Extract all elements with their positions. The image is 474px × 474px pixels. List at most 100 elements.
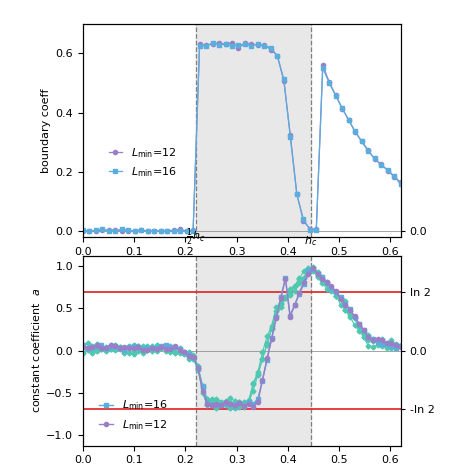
$L_{\mathrm{min}}$=12 (307, 226, 313, 232)
$L_{\mathrm{min}}$=12 (260, 377, 265, 383)
$L_{\mathrm{min}}$=12 (301, 218, 306, 224)
$L_{\mathrm{min}}$=12 (229, 40, 235, 46)
$L_{\mathrm{min}}$=12 (80, 228, 86, 234)
$L_{\mathrm{min}}$=16 (268, 45, 274, 51)
$L_{\mathrm{min}}$=12 (346, 117, 352, 122)
$L_{\mathrm{min}}$=16 (177, 346, 182, 352)
Line: $L_{\mathrm{min}}$=12: $L_{\mathrm{min}}$=12 (81, 40, 402, 233)
Y-axis label: boundary coeff: boundary coeff (41, 88, 51, 173)
$L_{\mathrm{min}}$=16 (177, 228, 183, 234)
$L_{\mathrm{min}}$=16 (119, 227, 125, 232)
$L_{\mathrm{min}}$=16 (320, 65, 326, 71)
$L_{\mathrm{min}}$=12 (164, 228, 170, 234)
$L_{\mathrm{min}}$=16 (249, 43, 255, 49)
$L_{\mathrm{min}}$=16 (80, 228, 86, 233)
$L_{\mathrm{min}}$=16 (203, 43, 209, 49)
$L_{\mathrm{min}}$=16 (112, 228, 118, 234)
$L_{\mathrm{min}}$=12 (138, 227, 144, 233)
$L_{\mathrm{min}}$=12 (145, 228, 151, 234)
$L_{\mathrm{min}}$=12 (197, 41, 202, 47)
$L_{\mathrm{min}}$=16 (93, 228, 99, 233)
Legend: $L_{\mathrm{min}}$=12, $L_{\mathrm{min}}$=16: $L_{\mathrm{min}}$=12, $L_{\mathrm{min}}… (104, 141, 182, 183)
$L_{\mathrm{min}}$=12 (333, 92, 338, 98)
$L_{\mathrm{min}}$=12 (352, 129, 358, 135)
$L_{\mathrm{min}}$=16 (87, 228, 92, 234)
$L_{\mathrm{min}}$=12 (398, 345, 403, 350)
$L_{\mathrm{min}}$=12 (262, 42, 267, 48)
Bar (196, 256, 311, 446)
Text: $\frac{1}{2}h_c$: $\frac{1}{2}h_c$ (186, 227, 205, 248)
$L_{\mathrm{min}}$=16 (365, 148, 371, 154)
$L_{\mathrm{min}}$=12 (154, 346, 159, 352)
$L_{\mathrm{min}}$=16 (359, 138, 365, 144)
$L_{\mathrm{min}}$=12 (190, 227, 196, 233)
$L_{\mathrm{min}}$=12 (132, 228, 137, 234)
$L_{\mathrm{min}}$=12 (151, 228, 157, 234)
$L_{\mathrm{min}}$=16 (301, 216, 306, 222)
Line: $L_{\mathrm{min}}$=12: $L_{\mathrm{min}}$=12 (81, 266, 402, 409)
$L_{\mathrm{min}}$=12 (320, 62, 326, 68)
$L_{\mathrm{min}}$=16 (106, 228, 112, 234)
$L_{\mathrm{min}}$=12 (378, 161, 384, 167)
$L_{\mathrm{min}}$=12 (87, 228, 92, 234)
$L_{\mathrm{min}}$=16 (197, 43, 202, 48)
$L_{\mathrm{min}}$=12 (80, 344, 86, 350)
$L_{\mathrm{min}}$=16 (378, 162, 384, 168)
$L_{\mathrm{min}}$=16 (171, 228, 176, 234)
$L_{\mathrm{min}}$=12 (255, 42, 261, 47)
$L_{\mathrm{min}}$=16 (126, 228, 131, 233)
$L_{\mathrm{min}}$=12 (177, 227, 183, 232)
$L_{\mathrm{min}}$=16 (232, 403, 237, 409)
$L_{\mathrm{min}}$=16 (255, 41, 261, 47)
$L_{\mathrm{min}}$=16 (307, 227, 313, 232)
Bar (196, 24, 311, 237)
$L_{\mathrm{min}}$=16 (121, 347, 127, 353)
$L_{\mathrm{min}}$=12 (121, 344, 127, 349)
Line: $L_{\mathrm{min}}$=16: $L_{\mathrm{min}}$=16 (81, 267, 402, 408)
$L_{\mathrm{min}}$=12 (365, 147, 371, 153)
$L_{\mathrm{min}}$=12 (385, 168, 391, 173)
$L_{\mathrm{min}}$=16 (352, 128, 358, 134)
$L_{\mathrm{min}}$=12 (274, 53, 280, 58)
$L_{\mathrm{min}}$=16 (313, 227, 319, 233)
$L_{\mathrm{min}}$=16 (391, 173, 397, 179)
$L_{\mathrm{min}}$=16 (151, 228, 157, 234)
$L_{\mathrm{min}}$=16 (236, 42, 241, 48)
$L_{\mathrm{min}}$=12 (398, 179, 403, 185)
$L_{\mathrm{min}}$=12 (288, 133, 293, 138)
$L_{\mathrm{min}}$=12 (184, 228, 190, 234)
$L_{\mathrm{min}}$=16 (223, 42, 228, 47)
$L_{\mathrm{min}}$=16 (310, 266, 316, 272)
$L_{\mathrm{min}}$=12 (242, 41, 248, 46)
$L_{\mathrm{min}}$=12 (106, 227, 112, 233)
Line: $L_{\mathrm{min}}$=16: $L_{\mathrm{min}}$=16 (81, 41, 402, 233)
$L_{\mathrm{min}}$=12 (294, 191, 300, 197)
$L_{\mathrm{min}}$=16 (262, 43, 267, 49)
$L_{\mathrm{min}}$=12 (210, 41, 215, 47)
$L_{\mathrm{min}}$=12 (236, 45, 241, 50)
$L_{\mathrm{min}}$=12 (119, 228, 125, 234)
Y-axis label: constant coefficient  $a$: constant coefficient $a$ (30, 288, 42, 413)
$L_{\mathrm{min}}$=16 (100, 227, 105, 232)
$L_{\mathrm{min}}$=16 (214, 402, 219, 408)
$L_{\mathrm{min}}$=16 (398, 343, 403, 349)
$L_{\mathrm{min}}$=16 (281, 77, 287, 82)
$L_{\mathrm{min}}$=16 (346, 118, 352, 123)
$L_{\mathrm{min}}$=16 (333, 93, 338, 99)
$L_{\mathrm{min}}$=16 (229, 43, 235, 49)
$L_{\mathrm{min}}$=12 (361, 327, 366, 333)
$L_{\mathrm{min}}$=12 (310, 265, 316, 271)
Text: $h_c$: $h_c$ (304, 235, 318, 248)
$L_{\mathrm{min}}$=16 (80, 343, 86, 348)
$L_{\mathrm{min}}$=12 (313, 227, 319, 232)
$L_{\mathrm{min}}$=16 (274, 53, 280, 59)
$L_{\mathrm{min}}$=16 (385, 167, 391, 173)
$L_{\mathrm{min}}$=12 (177, 347, 182, 353)
$L_{\mathrm{min}}$=12 (268, 47, 274, 53)
$L_{\mathrm{min}}$=16 (132, 228, 137, 234)
$L_{\mathrm{min}}$=12 (126, 228, 131, 234)
$L_{\mathrm{min}}$=16 (145, 228, 151, 234)
$L_{\mathrm{min}}$=16 (242, 41, 248, 47)
$L_{\mathrm{min}}$=12 (249, 42, 255, 47)
$L_{\mathrm{min}}$=12 (372, 156, 377, 162)
